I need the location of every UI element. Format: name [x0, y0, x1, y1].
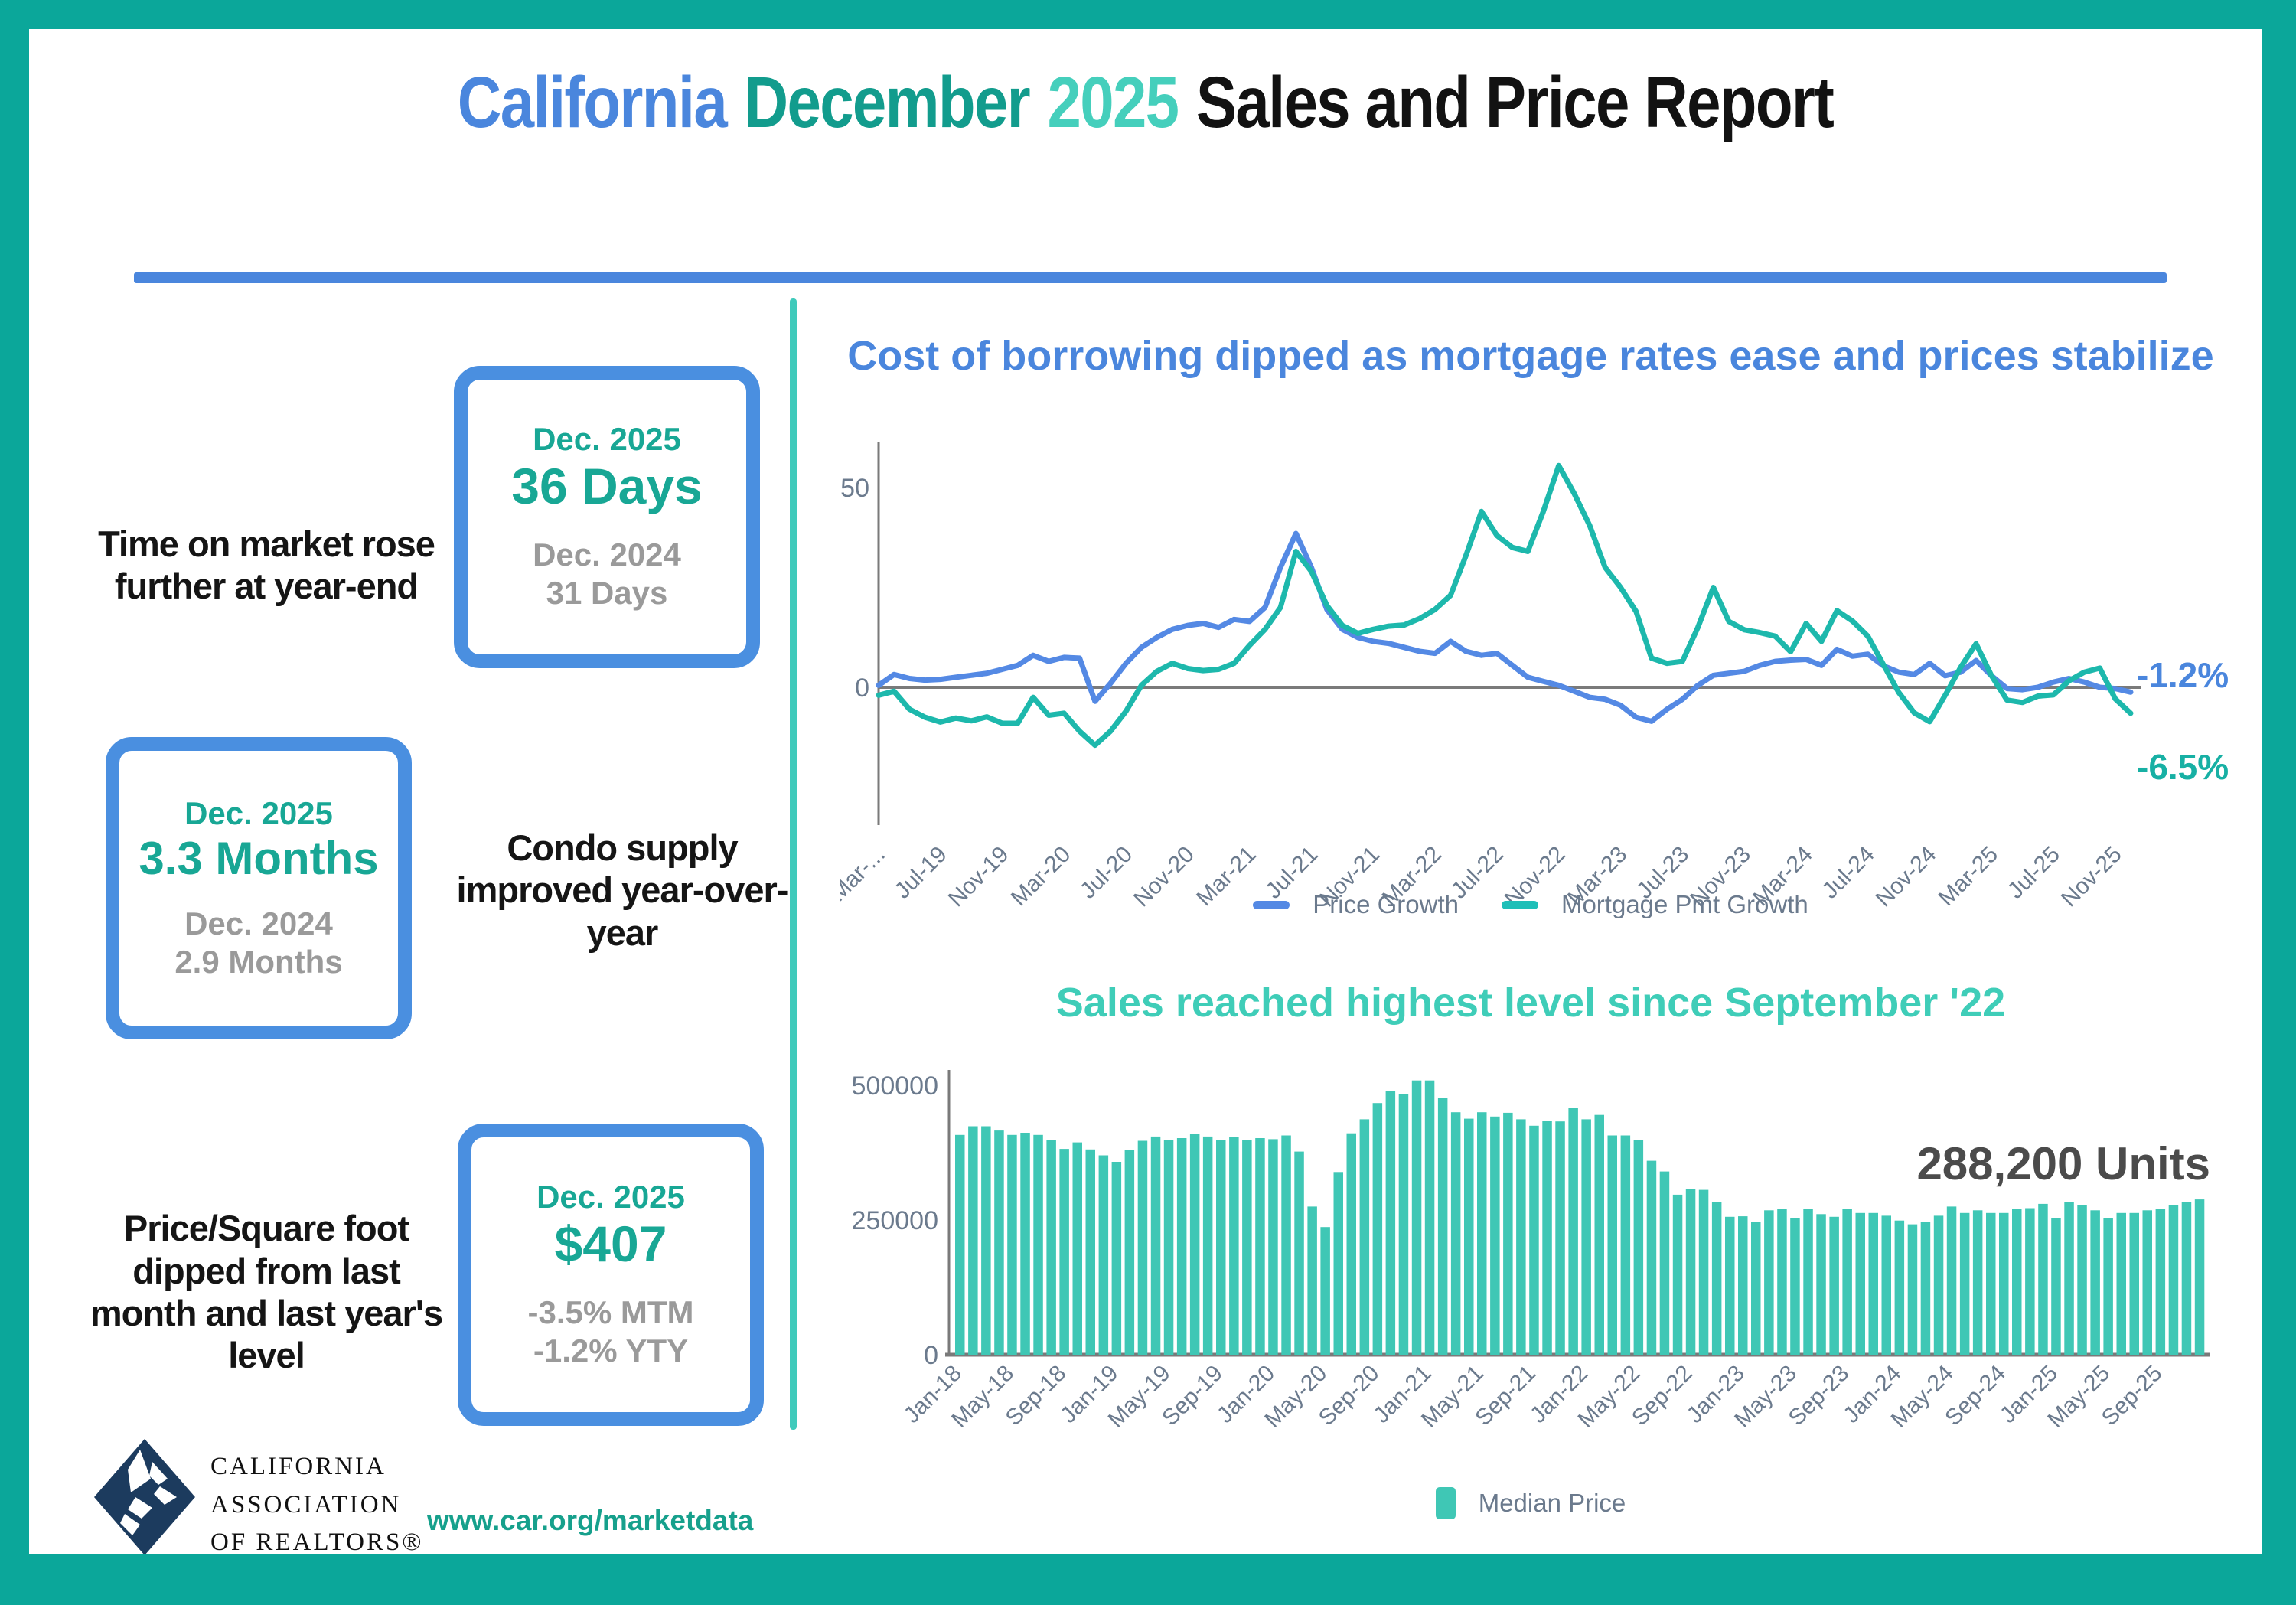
stat-period: Dec. 2025 — [184, 794, 333, 831]
stat-box-condo-supply: Dec. 2025 3.3 Months Dec. 2024 2.9 Month… — [106, 737, 412, 1039]
svg-text:500000: 500000 — [852, 1072, 938, 1101]
stat-box-price-sqft: Dec. 2025 $407 -3.5% MTM -1.2% YTY — [458, 1124, 764, 1426]
page-title: California December 2025 Sales and Price Re… — [207, 61, 2082, 145]
stat-period: Dec. 2025 — [536, 1179, 685, 1215]
website-link[interactable]: www.car.org/marketdata — [427, 1505, 754, 1536]
stat-period: Dec. 2025 — [533, 421, 681, 458]
stat-label-time-on-market: Time on market rose further at year-end — [98, 523, 435, 606]
line-chart-title: Cost of borrowing dipped as mortgage rat… — [847, 333, 2214, 379]
stat-yty-change: -1.2% YTY — [533, 1333, 689, 1369]
mortgage-growth-legend-label: Mortgage Pmt Growth — [1561, 890, 1808, 918]
price-growth-legend-dash — [1253, 900, 1290, 909]
units-annotation: 288,200 Units — [1916, 1138, 2210, 1189]
logo-line-2: ASSOCIATION — [210, 1490, 402, 1519]
sales-chart: 500000 250000 0 Jan-18 May-18 Sep-18 Jan-19 May… — [840, 1047, 2249, 1476]
bar-chart-legend: Median Price — [842, 1487, 2219, 1519]
median-price-legend-label: Median Price — [1478, 1489, 1626, 1517]
stat-value: $407 — [554, 1215, 667, 1273]
stat-prev-value: 2.9 Months — [174, 944, 343, 980]
stat-mtm-change: -3.5% MTM — [527, 1294, 694, 1331]
stat-box-days-on-market: Dec. 2025 36 Days Dec. 2024 31 Days — [454, 366, 760, 668]
stat-prev-value: 31 Days — [546, 575, 668, 612]
title-word-report: Sales and Price Report — [1195, 62, 1835, 143]
infographic-canvas: California December 2025 Sales and Price Re… — [29, 29, 2262, 1554]
bar-chart-title: Sales reached highest level since Septem… — [1055, 980, 2006, 1026]
stat-value: 3.3 Months — [139, 832, 379, 884]
title-word-year: 2025 — [1047, 62, 1179, 143]
logo-line-3: OF REALTORS® — [210, 1528, 424, 1554]
car-logo-icon — [94, 1439, 195, 1554]
mortgage-growth-end-label: -6.5% — [2137, 747, 2229, 787]
stat-prev-period: Dec. 2024 — [533, 537, 681, 573]
stat-label-price-sqft: Price/Square foot dipped from last month… — [90, 1208, 443, 1376]
price-growth-legend-label: Price Growth — [1313, 890, 1459, 918]
price-growth-end-label: -1.2% — [2137, 655, 2229, 695]
stat-prev-period: Dec. 2024 — [184, 905, 333, 941]
svg-text:50: 50 — [840, 474, 869, 503]
vertical-divider — [790, 298, 797, 1430]
stat-value: 36 Days — [511, 458, 703, 515]
title-underline — [134, 272, 2167, 283]
title-word-december: December — [744, 62, 1031, 143]
price-growth-chart: 50 0 Mar-... Jul-19 Nov-19 Mar-20 Jul-20 Nov-20… — [825, 427, 2249, 932]
svg-text:0: 0 — [924, 1341, 938, 1370]
svg-text:250000: 250000 — [852, 1206, 938, 1235]
svg-text:0: 0 — [855, 674, 869, 703]
mortgage-growth-legend-dash — [1501, 900, 1538, 909]
car-logo-text: CALIFORNIA ASSOCIATION OF REALTORS® — [210, 1448, 423, 1554]
logo-line-1: CALIFORNIA — [210, 1453, 386, 1480]
stat-label-condo-supply: Condo supply improved year-over-year — [456, 827, 789, 953]
median-price-legend-swatch — [1435, 1487, 1456, 1519]
line-chart-legend: Price Growth Mortgage Pmt Growth — [842, 890, 2219, 919]
title-word-california: California — [457, 62, 728, 143]
